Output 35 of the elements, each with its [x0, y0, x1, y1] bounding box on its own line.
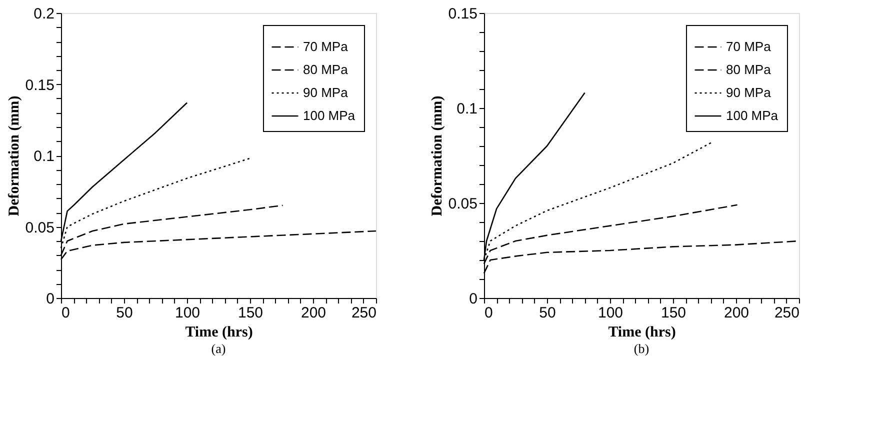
x-axis-title: Time (hrs): [185, 324, 253, 340]
y-axis-title: Deformation (mm): [429, 96, 446, 216]
x-tick-label: 0: [484, 304, 493, 322]
x-tick-label: 150: [238, 304, 264, 322]
legend-label: 90 MPa: [303, 85, 349, 100]
y-tick-label: 0.1: [34, 148, 54, 165]
x-tick-label: 250: [351, 304, 376, 322]
x-tick-label: 50: [539, 304, 556, 322]
legend-label: 100 MPa: [726, 108, 779, 123]
y-tick-label: 0.2: [34, 6, 54, 22]
text: (b): [634, 341, 650, 356]
x-tick-label: 200: [724, 304, 750, 322]
y-tick-label: 0.15: [448, 6, 478, 22]
text: (a): [211, 341, 226, 356]
x-tick-label: 100: [174, 304, 200, 322]
y-tick-label: 0.05: [25, 219, 54, 236]
y-tick-label: 0: [46, 290, 54, 308]
x-tick-label: 200: [300, 304, 326, 322]
x-tick-label: 250: [774, 304, 800, 322]
y-axis-title: Deformation (mm): [6, 96, 22, 216]
x-tick-label: 50: [116, 304, 133, 322]
legend-label: 70 MPa: [726, 39, 772, 54]
y-tick-label: 0.05: [448, 196, 478, 212]
x-axis-title: Time (hrs): [608, 324, 676, 340]
y-tick-label: 0.15: [25, 76, 54, 94]
x-tick-label: 150: [660, 304, 686, 322]
legend-label: 80 MPa: [303, 62, 349, 77]
x-tick-label: 0: [62, 304, 70, 322]
legend-label: 100 MPa: [303, 108, 356, 123]
legend-label: 90 MPa: [726, 85, 772, 100]
legend-label: 80 MPa: [726, 62, 772, 77]
x-tick-label: 100: [598, 304, 624, 322]
y-tick-label: 0.1: [456, 100, 478, 118]
y-tick-label: 0: [469, 290, 478, 308]
legend-label: 70 MPa: [303, 39, 349, 54]
